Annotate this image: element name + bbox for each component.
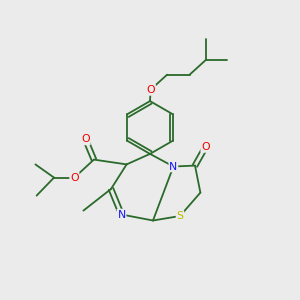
Text: O: O (201, 142, 210, 152)
Text: O: O (146, 85, 155, 95)
Text: O: O (70, 172, 79, 183)
Text: O: O (146, 85, 155, 95)
Text: N: N (117, 209, 126, 220)
Text: O: O (81, 134, 90, 145)
Text: N: N (169, 161, 178, 172)
Text: S: S (176, 211, 184, 221)
